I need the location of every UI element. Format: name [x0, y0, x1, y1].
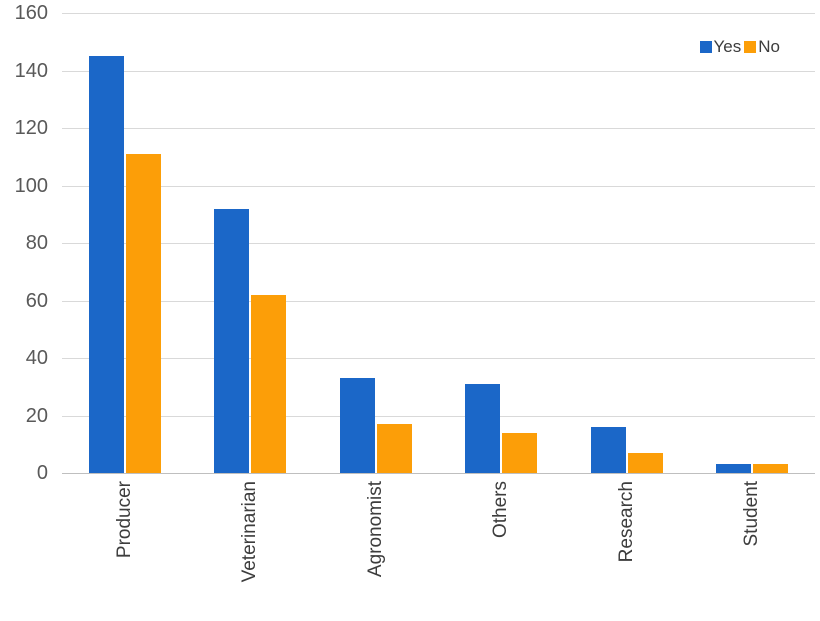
x-label-producer: Producer [62, 481, 188, 616]
bar-group-others [439, 13, 565, 473]
bar-others-no [502, 432, 538, 473]
gridline-0 [62, 473, 815, 474]
x-label-text: Agronomist [364, 481, 386, 578]
x-axis-labels: Producer Veterinarian Agronomist Others Rese… [62, 481, 815, 616]
y-tick-label: 160 [14, 2, 48, 24]
bar-veterinarian-yes [214, 208, 250, 473]
y-tick-label: 140 [14, 59, 48, 82]
bar-producer-no [125, 153, 161, 473]
x-label-research: Research [564, 481, 690, 616]
y-tick-label: 0 [36, 462, 48, 484]
bar-student-yes [716, 464, 752, 473]
bar-agronomist-no [376, 424, 412, 473]
legend-item-yes: Yes [699, 37, 745, 57]
x-label-text: Research [615, 481, 637, 563]
legend: Yes No [699, 37, 783, 57]
bar-group-research [564, 13, 690, 473]
gridline-80 [62, 243, 815, 244]
gridline-120 [62, 128, 815, 129]
x-label-text: Veterinarian [239, 481, 261, 583]
gridline-100 [62, 185, 815, 187]
bar-agronomist-yes [339, 378, 375, 473]
x-label-text: Others [490, 481, 512, 539]
bar-group-producer [62, 13, 188, 473]
x-label-text: Student [741, 481, 763, 547]
y-tick-label: 120 [14, 117, 48, 139]
legend-item-no: No [744, 37, 783, 57]
plot-area: Yes No [62, 13, 816, 474]
x-label-agronomist: Agronomist [313, 481, 439, 616]
legend-swatch-no [744, 41, 757, 53]
bar-group-veterinarian [188, 13, 314, 473]
legend-swatch-yes [699, 41, 712, 53]
gridline-140 [62, 70, 815, 72]
x-label-veterinarian: Veterinarian [188, 481, 314, 616]
bar-veterinarian-no [251, 294, 287, 473]
x-label-student: Student [690, 481, 816, 616]
gridline-20 [62, 415, 815, 417]
gridline-60 [62, 300, 815, 302]
bar-student-no [753, 464, 789, 473]
gridline-160 [62, 13, 815, 14]
legend-label: No [758, 37, 780, 56]
bar-others-yes [465, 383, 501, 473]
gridline-40 [62, 358, 815, 359]
bar-research-no [627, 452, 663, 473]
bar-group-student [690, 13, 816, 473]
y-tick-label: 80 [25, 232, 48, 254]
x-label-others: Others [439, 481, 565, 616]
y-tick-label: 100 [14, 174, 48, 197]
y-tick-label: 20 [25, 404, 48, 427]
legend-label: Yes [713, 37, 742, 56]
bar-research-yes [590, 427, 626, 473]
bar-group-agronomist [313, 13, 439, 473]
y-tick-label: 60 [25, 289, 48, 312]
x-label-text: Producer [113, 481, 135, 559]
bar-producer-yes [88, 56, 124, 473]
y-tick-label: 40 [25, 347, 48, 369]
